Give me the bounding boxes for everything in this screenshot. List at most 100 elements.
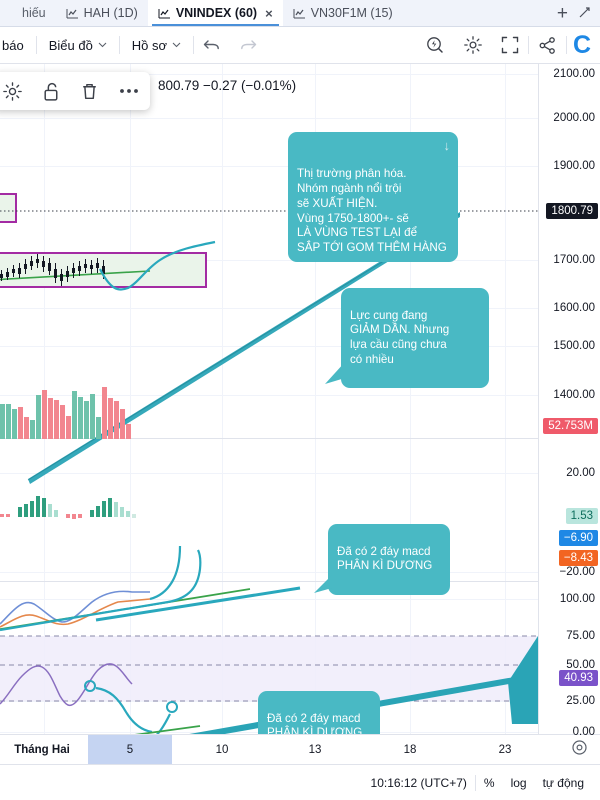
gear-icon[interactable]: [2, 81, 23, 102]
gridline-horizontal: [0, 74, 538, 75]
chart-menu-button[interactable]: Biểu đồ: [37, 27, 119, 63]
gridline-horizontal: [0, 308, 538, 309]
volume-badge: 52.753M: [543, 418, 598, 434]
gridline-horizontal: [0, 166, 538, 167]
percent-toggle[interactable]: %: [483, 775, 495, 790]
divider: [527, 36, 529, 54]
trash-icon[interactable]: [80, 81, 99, 102]
drawing-wave-price: [99, 240, 216, 291]
rsi-tick: 75.00: [566, 630, 595, 642]
time-tick: 23: [498, 743, 512, 756]
tab-label: VNINDEX (60): [175, 6, 258, 20]
macd-tick: −20.00: [559, 566, 596, 578]
annotation-market-outlook[interactable]: ↓ Thị trường phân hóa. Nhóm ngành nổi tr…: [288, 132, 458, 262]
redo-icon[interactable]: [230, 38, 266, 52]
gridline-vertical: [222, 64, 223, 734]
macd-annotation-curve-1: [0, 549, 202, 632]
price-tick: 1400.00: [553, 389, 595, 401]
gridline-horizontal: [0, 118, 538, 119]
annotation-supply-pressure[interactable]: Lực cung đang GIẢM DẦN. Nhưng lựa cầu cũ…: [325, 288, 489, 389]
price-tick: 1600.00: [553, 302, 595, 314]
divider: [565, 36, 567, 54]
tab-label: hiếu: [22, 6, 46, 20]
minimize-icon[interactable]: [578, 6, 591, 21]
macd-signal-line: [0, 590, 150, 625]
gridline-vertical: [505, 64, 506, 734]
annotation-text: Lực cung đang GIẢM DẦN. Nhưng lựa cầu cũ…: [350, 308, 450, 366]
target-icon[interactable]: [571, 739, 588, 761]
price-tick: 1700.00: [553, 254, 595, 266]
tab-vn30f1m[interactable]: VN30F1M (15): [283, 0, 403, 26]
gridline-vertical: [315, 64, 316, 734]
auto-toggle[interactable]: tự động: [542, 775, 584, 790]
add-tab-icon[interactable]: +: [556, 2, 568, 24]
profile-menu-button[interactable]: Hồ sơ: [120, 27, 193, 63]
rsi-tick: 25.00: [566, 695, 595, 707]
pane-divider: [0, 438, 538, 439]
macd-line: [0, 598, 151, 628]
price-quote: 800.79 −0.27 (−0.01%): [158, 78, 297, 93]
rsi-annotation-curve-1: [95, 686, 153, 734]
clock-label[interactable]: 10:16:12 (UTC+7): [370, 775, 467, 790]
status-bar: 10:16:12 (UTC+7) % log tự động: [0, 765, 600, 800]
pane-divider: [0, 581, 538, 582]
chart-menu-label: Biểu đồ: [48, 37, 93, 53]
tab-bar: hiếu HAH (1D) VNINDEX (60) × VN30F1M (15…: [0, 0, 600, 27]
gridline-horizontal: [0, 473, 538, 474]
chart-icon: [66, 8, 79, 19]
rsi-annotation-curve-2: [155, 713, 171, 734]
gear-icon[interactable]: [454, 35, 492, 55]
gridline-vertical: [410, 64, 411, 734]
tab-hah[interactable]: HAH (1D): [56, 0, 148, 26]
callout-tail: [325, 362, 345, 385]
gridline-horizontal: [0, 572, 538, 573]
gridline-vertical: [130, 64, 131, 734]
annotation-text: Đã có 2 đáy macd PHÂN KÌ DƯƠNG: [267, 711, 363, 734]
tab-label: HAH (1D): [83, 6, 138, 20]
gridline-horizontal: [0, 346, 538, 347]
brand-logo[interactable]: C: [572, 30, 591, 59]
candlestick-series: [0, 254, 105, 286]
time-axis[interactable]: Tháng Hai 5 10 13 18 23: [0, 734, 600, 765]
current-price-badge: 1800.79: [546, 203, 598, 219]
drawing-rect-small: [0, 193, 17, 223]
share-icon[interactable]: [529, 36, 566, 55]
price-tick: 2000.00: [553, 112, 595, 124]
undo-icon[interactable]: [194, 38, 230, 52]
time-highlight: [88, 735, 172, 764]
rsi-trendline-green: [134, 725, 201, 734]
time-tick: 10: [215, 743, 229, 756]
rsi-line: [0, 663, 133, 707]
divider: [35, 36, 37, 54]
chart-icon: [158, 8, 171, 19]
trendline-green-price: [0, 270, 151, 281]
scroll-arrow-icon: ↓: [443, 138, 451, 153]
divider: [474, 774, 476, 791]
drawing-toolbar[interactable]: [0, 72, 150, 110]
log-toggle[interactable]: log: [510, 775, 527, 790]
tab-hieu[interactable]: hiếu: [0, 0, 56, 26]
close-icon[interactable]: ×: [265, 5, 273, 21]
more-icon[interactable]: [118, 87, 140, 95]
gridline-horizontal: [0, 260, 538, 261]
rsi-tick: 100.00: [559, 593, 595, 605]
rsi-tick: 50.00: [566, 659, 595, 671]
time-tick: 13: [308, 743, 322, 756]
chart-canvas[interactable]: 800.79 −0.27 (−0.01%) ↓ Thị trường phân …: [0, 64, 600, 734]
annotation-macd-divergence-2[interactable]: Đã có 2 đáy macd PHÂN KÌ DƯƠNG: [258, 691, 380, 734]
main-toolbar: báo Biểu đồ Hồ sơ: [0, 27, 600, 64]
rsi-teal-riser: [508, 636, 538, 724]
chevron-down-icon: [98, 40, 107, 50]
toolbar-right-actions: C: [416, 30, 600, 59]
annotation-text: Đã có 2 đáy macd PHÂN KÌ DƯƠNG: [337, 544, 433, 573]
replay-icon[interactable]: [416, 35, 454, 55]
fullscreen-icon[interactable]: [492, 36, 528, 54]
rsi-badge: 40.93: [559, 670, 598, 686]
unlock-icon[interactable]: [42, 81, 61, 102]
alerts-button[interactable]: báo: [0, 27, 36, 63]
macd-teal-trend: [95, 586, 301, 622]
tab-vnindex[interactable]: VNINDEX (60) ×: [147, 0, 283, 26]
price-scale[interactable]: 2100.00 2000.00 1900.00 1800.79 1700.00 …: [538, 64, 600, 738]
annotation-macd-divergence-1[interactable]: Đã có 2 đáy macd PHÂN KÌ DƯƠNG: [314, 524, 450, 595]
